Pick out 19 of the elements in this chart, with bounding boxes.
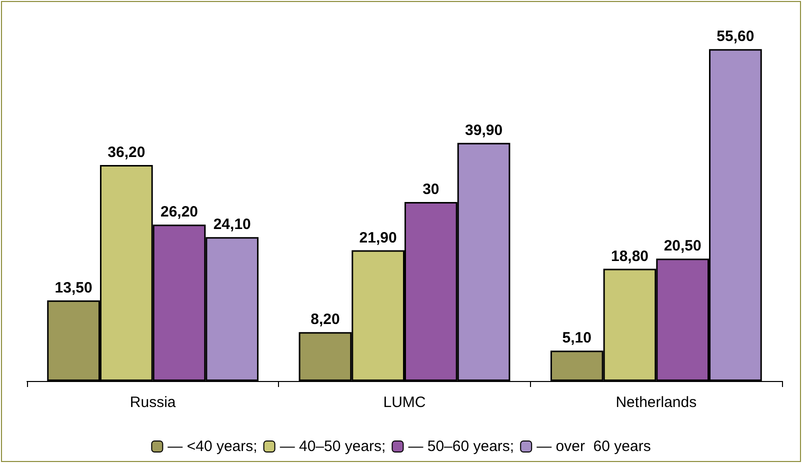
data-label: 5,10	[562, 330, 592, 347]
legend-label: — 50–60 years;	[408, 438, 514, 455]
x-tick-label: LUMC	[383, 394, 426, 411]
data-label: 26,20	[160, 204, 198, 221]
data-label: 36,20	[108, 144, 146, 161]
legend-label: — <40 years;	[168, 438, 258, 455]
data-label: 30	[422, 180, 440, 198]
data-label: 21,90	[359, 229, 397, 246]
x-tick-label: Russia	[130, 394, 176, 411]
data-label: 39,90	[465, 122, 503, 139]
data-label: 20,50	[664, 238, 702, 255]
data-label: 55,60	[716, 28, 754, 46]
legend-label: — 40–50 years;	[280, 438, 386, 455]
legend-label: — over 60 years	[536, 438, 651, 455]
data-label: 18,80	[610, 248, 649, 265]
data-label: 13,50	[54, 279, 92, 296]
data-label: 24,10	[213, 216, 251, 234]
data-label: 8,20	[310, 311, 340, 328]
x-tick-label: Netherlands	[616, 394, 697, 411]
